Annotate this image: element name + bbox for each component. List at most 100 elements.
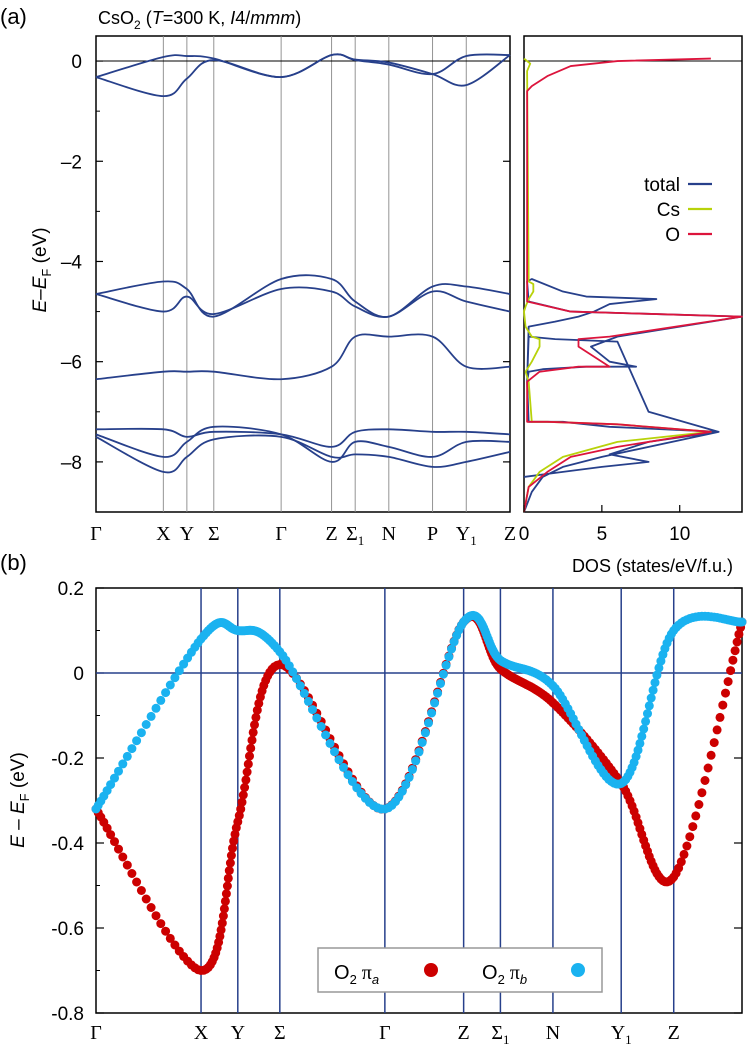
pi-band-point [106,780,116,790]
dos-curves [523,57,743,513]
pi-band-point [700,776,710,785]
pi-band-point [441,660,451,670]
pi-kpoint-label: Z [458,1022,470,1044]
band-y-tick-label: –6 [61,353,82,374]
pi-band-point [427,708,437,718]
pi-band-point [652,670,662,680]
pi-kpoint-label: Z [668,1022,680,1044]
pi-y-ticks: 0.2 0 -0.2 -0.4 -0.6 -0.8 [51,579,742,1025]
pi-band-point [242,767,252,777]
dos-x-ticks: 0 5 10 [519,505,690,545]
pi-band-point [220,896,230,906]
pi-legend-box [317,947,603,993]
pi-band-point [732,637,742,647]
legend-o-label: O [665,225,680,246]
band-curve [95,427,511,448]
pi-band-point [447,644,456,654]
pi-band-point [223,873,233,883]
dos-x-tick-label: 5 [597,524,608,545]
pi-band-point [430,698,440,708]
pi-band-point [401,780,411,790]
pi-band-point [250,720,259,730]
band-y-tick-label: –4 [61,252,83,273]
legend-pi-a-label: O2 πa [334,962,379,987]
pi-y-tick-label: -0.2 [51,749,84,770]
pi-band-point [252,705,262,715]
band-curve [95,53,511,98]
dos-plot-frame [523,35,743,513]
panel-b-ylabel: E – EF (eV) [8,752,32,848]
pi-band-point [411,756,421,766]
pi-band-point [248,727,258,737]
pi-band-point [247,735,257,745]
pi-band-point [691,811,701,821]
pi-band-point [122,860,132,870]
legend-pi-a-marker [424,963,438,977]
pi-band-point [240,783,250,792]
pi-band-point [226,851,236,860]
band-kpoint-label: Σ [208,523,220,545]
pi-band-point [156,695,166,705]
pi-band-point [241,775,251,785]
pi-band-point [424,718,433,728]
pi-legend: O2 πa O2 πb [317,947,603,993]
pi-band-point [312,713,322,723]
pi-band-point [737,617,747,627]
pi-band-point [715,712,725,722]
pi-band-point [303,696,313,706]
panel-a-label: (a) [0,4,27,29]
band-curve [95,333,511,381]
pi-band-point [709,738,719,748]
band-kpoint-label: Z [504,523,516,545]
dos-curve-o [523,57,743,513]
pi-band-point [643,709,652,719]
pi-kpoint-label: Γ [379,1022,391,1044]
pi-band-point [330,747,339,757]
band-kpoint-label: Σ1 [346,523,364,548]
pi-band-point [646,693,656,703]
band-curve [95,53,511,78]
pi-y-tick-label: -0.6 [51,919,84,940]
pi-band-point [127,744,137,754]
pi-y-tick-label: 0.2 [58,579,84,600]
pi-band-point [295,681,305,691]
band-curve [95,274,511,318]
pi-band-point [221,889,231,899]
pi-series-a [91,611,747,975]
legend-pi-b-label: O2 πb [482,962,527,987]
pi-band-point [132,736,142,746]
pi-band-point [308,705,317,715]
pi-band-point [635,738,645,748]
pi-band-point [650,678,660,688]
band-y-tick-label: –8 [61,453,82,474]
pi-band-point [299,688,309,698]
band-y-tick-label: 0 [71,52,82,73]
pi-band-point [633,745,643,755]
pi-band-point [118,759,128,769]
pi-band-point [438,669,448,679]
pi-kpoint-label: Y1 [611,1022,632,1047]
dos-x-tick-label: 0 [519,524,530,545]
pi-band-point [222,881,232,891]
pi-band-point [676,857,686,867]
pi-band-point [118,852,128,862]
band-curve [95,425,511,463]
pi-y-tick-label: -0.4 [51,834,84,855]
pi-band-point [433,688,443,698]
pi-band-point [685,832,695,842]
pi-band-point [243,759,253,769]
pi-band-point [161,688,171,698]
pi-band-point [225,858,235,868]
band-y-tick-label: –2 [61,152,82,173]
pi-kpoint-label: Σ [274,1022,286,1044]
band-kpoint-label: P [427,523,438,545]
pi-band-point [648,685,658,695]
pi-band-point [325,738,335,748]
band-kpoint-label: Y [180,523,194,545]
band-plot-frame [95,35,511,513]
pi-band-point [161,926,171,936]
pi-band-point [339,762,348,772]
pi-band-point [174,666,184,676]
